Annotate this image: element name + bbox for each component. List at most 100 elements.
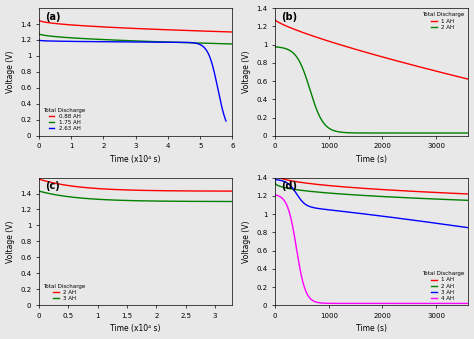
1 AH [460,192,465,196]
2 AH [224,189,229,193]
2 AH [189,189,194,193]
2 AH [46,180,52,184]
1 AH [460,76,465,80]
0.88 AH [125,26,131,30]
3 AH [460,225,465,229]
1 AH [460,192,465,196]
2 AH [425,131,430,135]
Y-axis label: Voltage (V): Voltage (V) [6,51,15,93]
1 AH [361,50,367,54]
1 AH [425,67,430,71]
Line: 1.75 AH: 1.75 AH [39,34,232,44]
Line: 0.88 AH: 0.88 AH [39,20,232,32]
2 AH [425,197,430,201]
2.63 AH [218,99,223,103]
0.88 AH [224,30,229,34]
2 AH [460,198,465,202]
1 AH [361,186,367,191]
1.75 AH [224,42,229,46]
2 AH [282,46,288,51]
2 AH [465,131,471,135]
3 AH [224,199,229,203]
3 AH [36,189,42,193]
1 AH [272,171,278,175]
2.63 AH [36,38,42,42]
Line: 2.63 AH: 2.63 AH [39,40,226,121]
Line: 1 AH: 1 AH [275,173,468,194]
Line: 2 AH: 2 AH [39,179,232,191]
1 AH [282,177,288,181]
3 AH [46,192,52,196]
2 AH [361,131,367,135]
3 AH [130,199,136,203]
3 AH [229,199,235,203]
2 AH [366,194,372,198]
1 AH [282,23,288,27]
1.75 AH [229,42,235,46]
Line: 4 AH: 4 AH [275,195,468,303]
0.88 AH [229,30,235,34]
2 AH [272,180,278,184]
2 AH [366,131,372,135]
3 AH [189,199,194,203]
Text: (b): (b) [281,12,297,22]
Legend: 1 AH, 2 AH: 1 AH, 2 AH [420,11,465,32]
X-axis label: Time (x10⁴ s): Time (x10⁴ s) [110,155,161,164]
2 AH [130,188,136,192]
3 AH [224,199,229,203]
1.75 AH [189,41,194,45]
Y-axis label: Voltage (V): Voltage (V) [242,220,251,263]
X-axis label: Time (s): Time (s) [356,324,387,334]
Y-axis label: Voltage (V): Voltage (V) [6,220,15,263]
2.63 AH [218,99,223,103]
1 AH [366,187,372,191]
4 AH [460,301,465,305]
Line: 3 AH: 3 AH [39,191,232,201]
Y-axis label: Voltage (V): Voltage (V) [242,51,251,93]
4 AH [465,301,471,305]
2 AH [460,131,465,135]
1 AH [425,190,430,194]
2 AH [125,188,131,192]
3 AH [460,225,465,229]
0.88 AH [189,28,194,33]
2.63 AH [183,40,189,44]
1 AH [465,192,471,196]
1.75 AH [125,39,131,43]
Line: 1 AH: 1 AH [275,20,468,79]
2 AH [460,131,465,135]
0.88 AH [224,30,229,34]
Line: 2 AH: 2 AH [275,47,468,133]
1.75 AH [46,34,52,38]
4 AH [366,301,372,305]
Text: (c): (c) [45,181,60,192]
4 AH [460,301,465,305]
2 AH [460,198,465,202]
4 AH [282,200,288,204]
X-axis label: Time (s): Time (s) [356,155,387,164]
3 AH [272,178,278,182]
2 AH [361,194,367,198]
2 AH [224,189,229,193]
Line: 2 AH: 2 AH [275,182,468,200]
0.88 AH [36,18,42,22]
Text: (d): (d) [281,181,297,192]
Line: 3 AH: 3 AH [275,180,468,228]
3 AH [465,226,471,230]
Text: (a): (a) [45,12,60,22]
1 AH [272,18,278,22]
1.75 AH [224,42,229,46]
2.63 AH [223,119,229,123]
2 AH [465,198,471,202]
4 AH [425,301,430,305]
3 AH [361,212,367,216]
1 AH [366,51,372,55]
2 AH [36,177,42,181]
0.88 AH [130,26,136,31]
3 AH [282,180,288,184]
4 AH [465,301,471,305]
1 AH [460,76,465,80]
1.75 AH [130,39,136,43]
0.88 AH [46,21,52,25]
3 AH [366,213,372,217]
